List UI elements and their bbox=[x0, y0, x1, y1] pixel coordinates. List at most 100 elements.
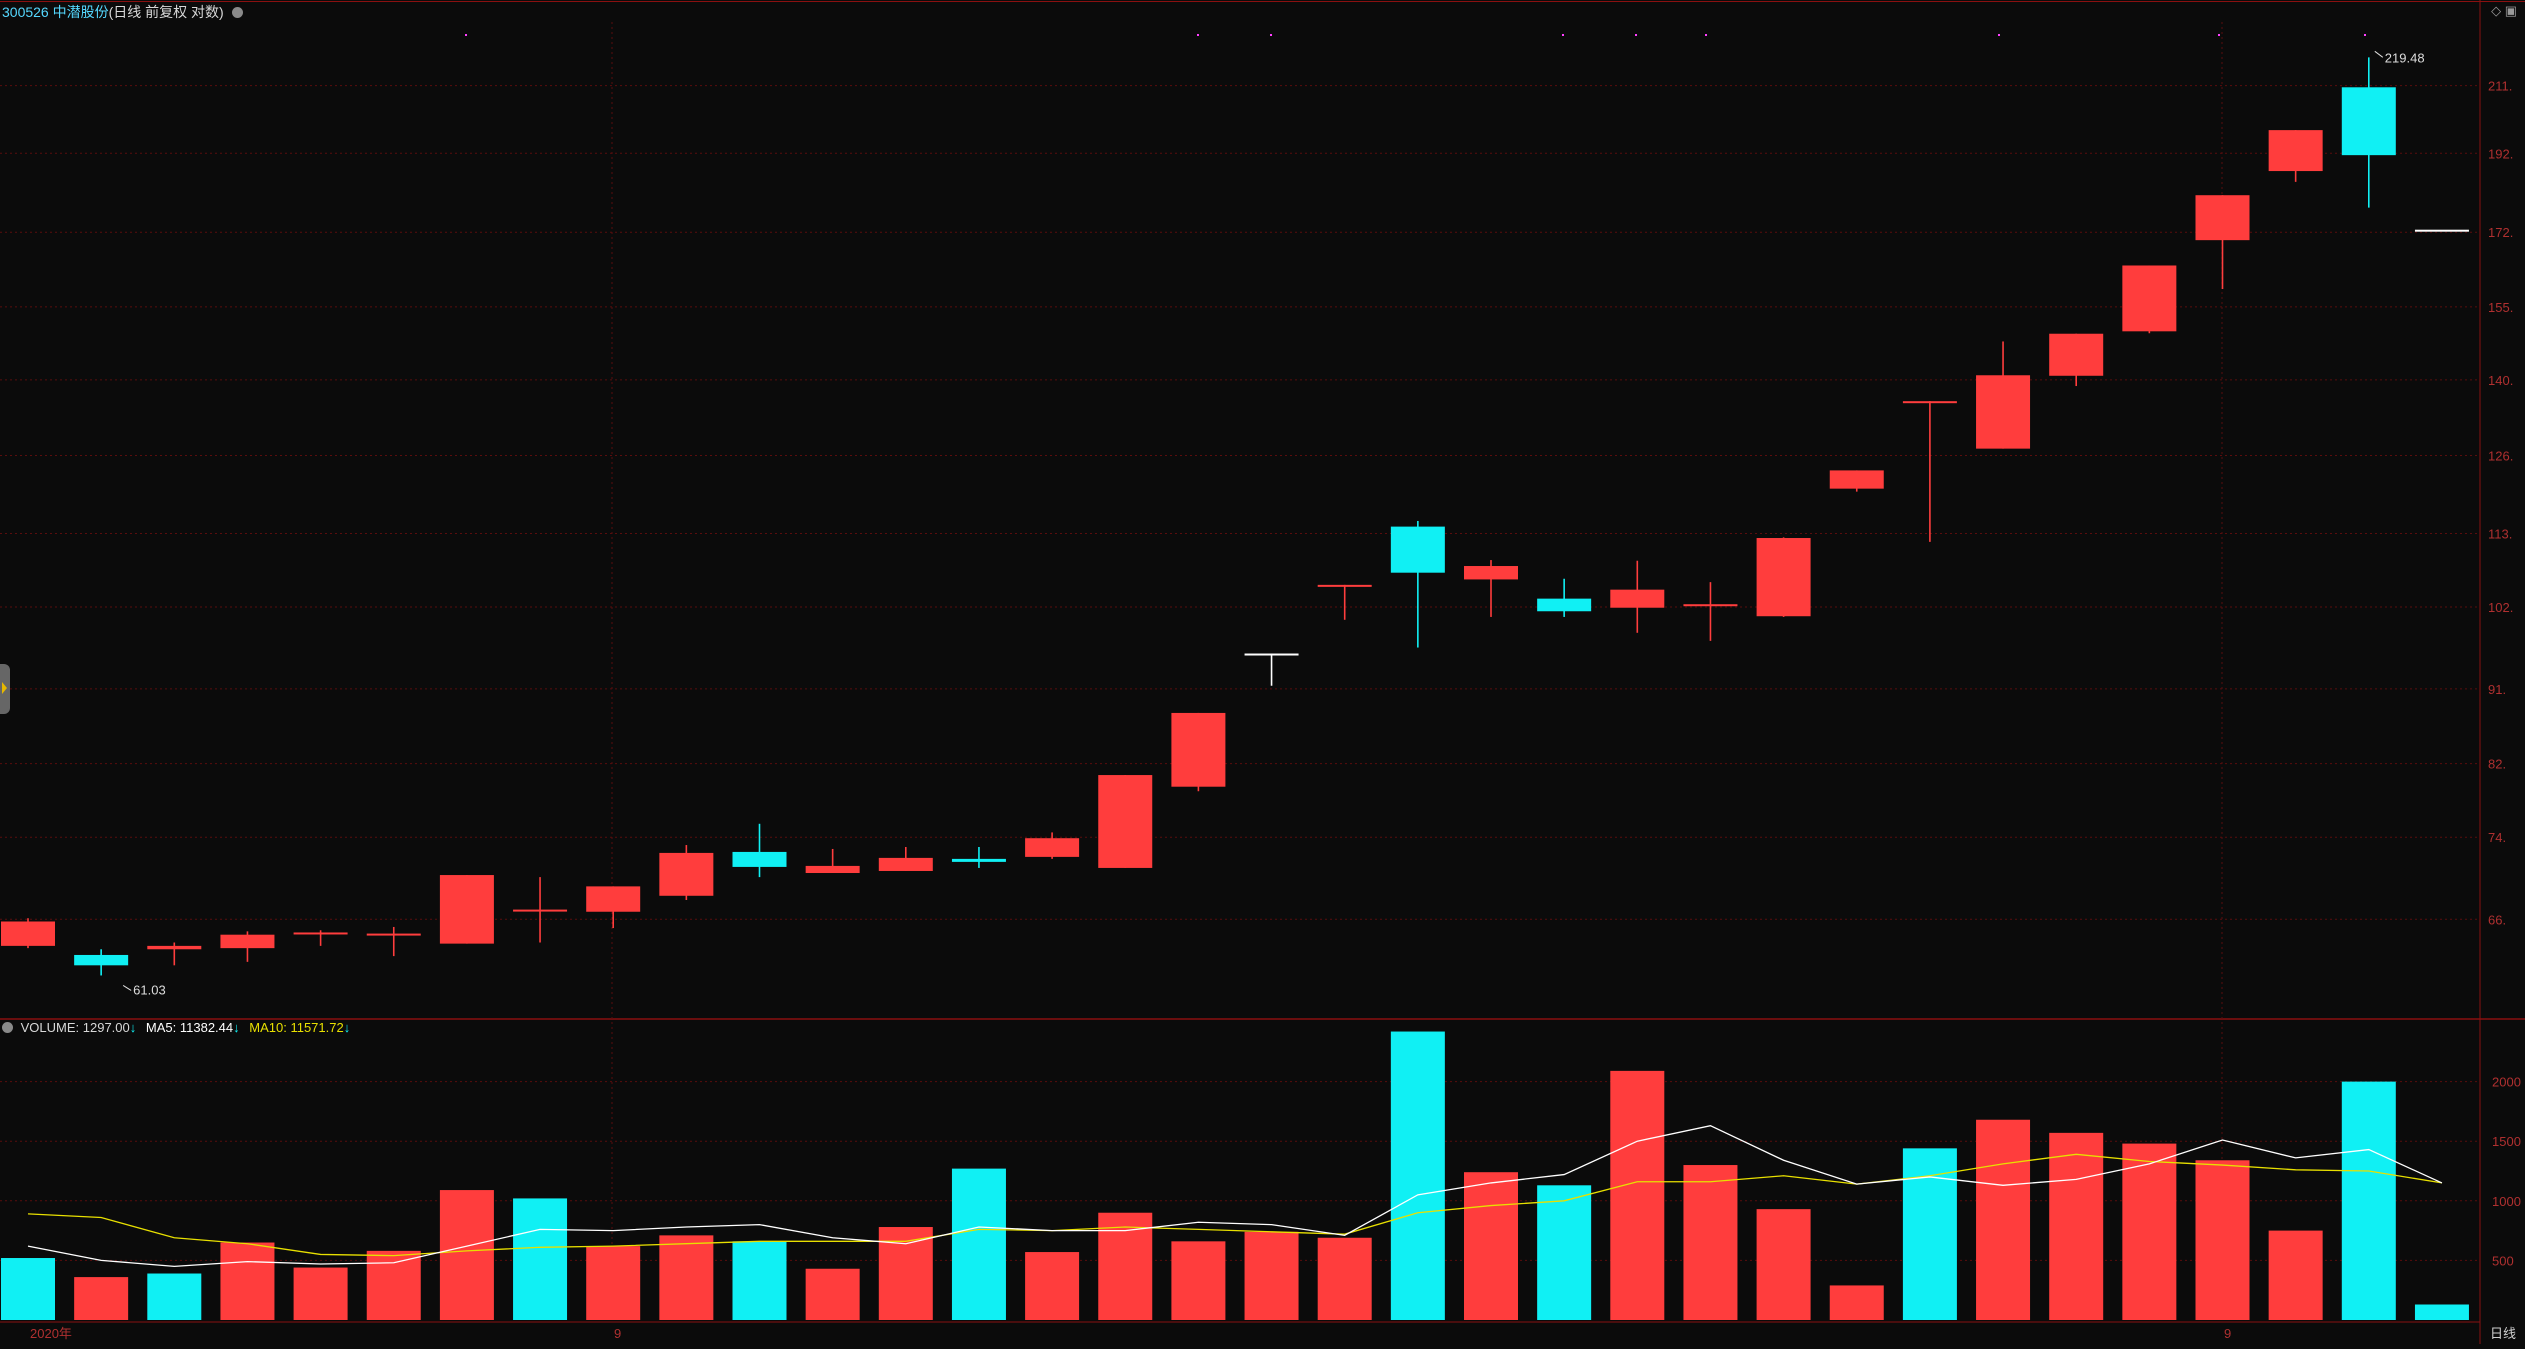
volume-bar bbox=[1756, 1209, 1811, 1320]
volume-bar bbox=[2195, 1160, 2250, 1320]
price-tick-label: 91. bbox=[2488, 682, 2506, 697]
x-tick-label: 9 bbox=[2224, 1326, 2231, 1341]
event-marker bbox=[1197, 34, 1199, 36]
stock-name: 中潜股份 bbox=[52, 4, 109, 20]
volume-bar bbox=[1829, 1285, 1884, 1320]
event-marker bbox=[2364, 34, 2366, 36]
volume-bar bbox=[1390, 1031, 1445, 1320]
chart-mode: (日线 前复权 对数) bbox=[108, 4, 224, 20]
candle-body bbox=[1171, 712, 1226, 787]
candle-body bbox=[1829, 470, 1884, 489]
volume-bar bbox=[659, 1235, 714, 1320]
price-tick-label: 126. bbox=[2488, 448, 2513, 463]
candle-body bbox=[1, 921, 55, 946]
candle-body bbox=[147, 945, 202, 950]
high-pointer bbox=[2374, 50, 2384, 58]
volume-bar bbox=[366, 1250, 421, 1320]
window-icon[interactable]: ▣ bbox=[2504, 3, 2517, 18]
volume-bar bbox=[293, 1267, 348, 1320]
candle-body bbox=[513, 909, 568, 912]
volume-bar bbox=[2122, 1143, 2177, 1320]
candle-body bbox=[2414, 229, 2469, 232]
ma10-value: 11571.72 bbox=[290, 1020, 344, 1035]
volume-bar bbox=[1317, 1237, 1372, 1320]
candle-body bbox=[366, 933, 421, 936]
candle-body bbox=[1610, 589, 1665, 608]
candle-body bbox=[2195, 195, 2250, 241]
candle-body bbox=[1025, 838, 1080, 857]
ma5-label: MA5: bbox=[145, 1020, 177, 1035]
candle-body bbox=[1976, 375, 2031, 449]
candle-body bbox=[2122, 265, 2177, 332]
ma5-line bbox=[27, 1125, 2443, 1268]
price-tick-label: 102. bbox=[2488, 600, 2513, 615]
price-tick-label: 74. bbox=[2488, 830, 2506, 845]
settings-icon[interactable] bbox=[231, 7, 243, 18]
volume-bar bbox=[147, 1273, 202, 1320]
event-marker bbox=[2218, 34, 2220, 36]
volume-bar bbox=[2049, 1132, 2104, 1320]
volume-header: VOLUME: 1297.00↓ MA5: 11382.44↓ MA10: 11… bbox=[2, 1018, 350, 1038]
volume-bar bbox=[220, 1242, 275, 1320]
volume-tick-label: 1500 bbox=[2492, 1134, 2521, 1149]
volume-bar bbox=[1902, 1148, 1957, 1320]
candle-body bbox=[2268, 130, 2323, 172]
volume-bar bbox=[2268, 1230, 2323, 1320]
volume-bar bbox=[2341, 1081, 2396, 1320]
event-marker bbox=[1705, 34, 1707, 36]
low-pointer bbox=[122, 985, 132, 991]
stock-code: 300526 bbox=[2, 4, 49, 20]
volume-tick-label: 1000 bbox=[2492, 1194, 2521, 1209]
window-controls: ◇ ▣ bbox=[2491, 3, 2517, 19]
volume-bar bbox=[586, 1246, 641, 1320]
candle-body bbox=[586, 886, 641, 912]
volume-bar bbox=[805, 1268, 860, 1320]
volume-bar bbox=[1244, 1231, 1299, 1320]
price-tick-label: 172. bbox=[2488, 225, 2513, 240]
volume-tick-label: 2000 bbox=[2492, 1075, 2521, 1090]
candle-body bbox=[1244, 653, 1299, 656]
event-marker bbox=[1270, 34, 1272, 36]
volume-bar bbox=[732, 1241, 787, 1320]
ma10-down-arrow-icon: ↓ bbox=[343, 1020, 351, 1035]
x-tick-label: 9 bbox=[614, 1326, 621, 1341]
volume-label: VOLUME: bbox=[20, 1020, 80, 1035]
volume-down-arrow-icon: ↓ bbox=[129, 1020, 137, 1035]
candle-body bbox=[293, 932, 348, 935]
diamond-icon[interactable]: ◇ bbox=[2491, 3, 2502, 18]
candle-body bbox=[1317, 584, 1372, 587]
candle-body bbox=[1464, 566, 1518, 580]
high-label: 219.48 bbox=[2385, 50, 2425, 65]
volume-bar bbox=[1464, 1172, 1518, 1320]
candle-body bbox=[439, 875, 494, 944]
candle-body bbox=[1683, 604, 1738, 607]
candle-body bbox=[659, 852, 714, 896]
price-tick-label: 211. bbox=[2488, 79, 2512, 94]
volume-bar bbox=[439, 1190, 494, 1320]
period-label: 日线 bbox=[2490, 1326, 2516, 1341]
volume-settings-icon[interactable] bbox=[2, 1022, 13, 1033]
x-tick-label: 2020年 bbox=[30, 1326, 72, 1341]
price-tick-label: 155. bbox=[2488, 300, 2513, 315]
price-tick-label: 66. bbox=[2488, 912, 2506, 927]
candle-body bbox=[1902, 401, 1957, 404]
volume-bar bbox=[1610, 1070, 1665, 1320]
volume-bar bbox=[513, 1198, 568, 1320]
candle-body bbox=[2049, 333, 2104, 376]
volume-bar bbox=[1683, 1165, 1738, 1320]
volume-bar bbox=[74, 1277, 129, 1320]
candle-body bbox=[878, 857, 933, 871]
candle-body bbox=[1390, 526, 1445, 573]
candle-body bbox=[951, 858, 1006, 862]
side-panel-toggle-icon[interactable] bbox=[0, 664, 10, 714]
event-marker bbox=[465, 34, 467, 36]
volume-bar bbox=[1025, 1252, 1080, 1320]
volume-value: 1297.00 bbox=[82, 1020, 130, 1035]
candle-body bbox=[805, 865, 860, 874]
price-tick-label: 192. bbox=[2488, 146, 2513, 161]
ma10-label: MA10: bbox=[249, 1020, 287, 1035]
candle-body bbox=[220, 934, 275, 949]
